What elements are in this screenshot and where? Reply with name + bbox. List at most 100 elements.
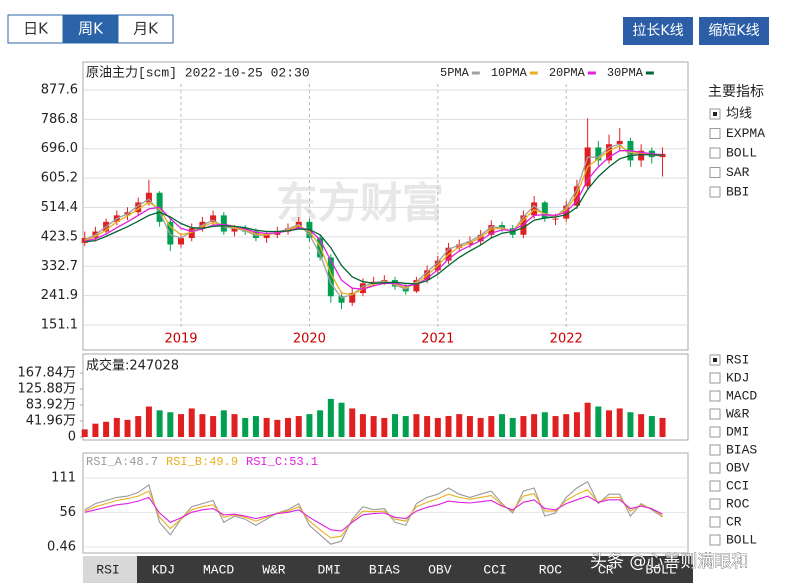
indicator-label[interactable]: OBV (726, 460, 750, 475)
indicator-label[interactable]: MACD (726, 388, 757, 403)
candle-body (659, 153, 666, 158)
bottom-tab-label[interactable]: RSI (96, 562, 119, 577)
volume-bar (338, 402, 345, 437)
bottom-tab-label[interactable]: CR (598, 562, 614, 577)
rsi-line (84, 489, 663, 539)
rsi-legend: RSI_B:49.9 (166, 455, 238, 469)
volume-bar (103, 421, 110, 437)
volume-bar (220, 410, 227, 437)
tab[interactable] (117, 14, 174, 44)
checkbox[interactable] (709, 516, 721, 528)
candle-body (531, 202, 538, 216)
indicator-label[interactable]: W&R (726, 406, 750, 421)
volume-bar (434, 417, 441, 437)
y-tick-label: 423.5 (41, 229, 78, 244)
candle-body (338, 296, 345, 303)
bottom-tab-selected[interactable] (83, 556, 137, 583)
candle-body (573, 186, 580, 206)
indicator-label[interactable]: SAR (726, 165, 750, 180)
y-tick-label: 167.84万 (18, 366, 77, 381)
checkbox[interactable] (709, 462, 721, 474)
indicator-label[interactable]: KDJ (726, 370, 749, 385)
indicator-label[interactable]: EXPMA (726, 126, 765, 141)
rsi-legend: RSI_A:48.7 (86, 455, 158, 469)
volume-bar (402, 416, 409, 437)
bottom-tab-label[interactable]: KDJ (152, 562, 175, 577)
checkbox[interactable] (709, 534, 721, 546)
tab-label[interactable]: 月K (133, 20, 159, 38)
bottom-tab-label[interactable]: CCI (483, 562, 506, 577)
indicator-label[interactable]: RSI (726, 352, 749, 367)
bottom-tab-label[interactable]: BOLL (645, 562, 676, 577)
volume-bar (456, 414, 463, 437)
indicator-label[interactable]: BIAS (726, 442, 757, 457)
indicator-label[interactable]: CCI (726, 478, 749, 493)
checkbox[interactable] (709, 408, 721, 420)
indicator-label[interactable]: CR (726, 514, 742, 529)
checkbox-dot[interactable] (713, 358, 717, 362)
checkbox[interactable] (709, 147, 721, 159)
checkbox[interactable] (709, 498, 721, 510)
bottom-tab-label[interactable]: MACD (203, 562, 234, 577)
indicator-label[interactable]: DMI (726, 424, 749, 439)
volume-bar (659, 417, 666, 437)
checkbox[interactable] (709, 426, 721, 438)
volume-bar (124, 419, 131, 437)
volume-bar (242, 417, 249, 437)
volume-bar (552, 416, 559, 437)
indicator-label[interactable]: 均线 (726, 106, 752, 121)
bottom-tab-label[interactable]: ROC (539, 562, 563, 577)
legend-label: 30PMA (607, 66, 644, 80)
bottom-tab-label[interactable]: DMI (317, 562, 340, 577)
volume-bar (466, 416, 473, 437)
x-tick-label: 2022 (550, 332, 583, 347)
checkbox[interactable] (709, 444, 721, 456)
tab-label[interactable]: 周K (78, 20, 104, 38)
legend-label: 5PMA (440, 66, 470, 80)
bottom-tab-label[interactable]: W&R (262, 562, 286, 577)
tab-label[interactable]: 日K (23, 20, 49, 38)
volume-bar (413, 414, 420, 437)
chart-title: 原油主力[scm] 2022-10-25 02:30 (86, 65, 310, 80)
volume-bar (616, 408, 623, 437)
indicator-label[interactable]: ROC (726, 496, 750, 511)
candle-body (413, 280, 420, 292)
checkbox[interactable] (709, 372, 721, 384)
checkbox[interactable] (709, 128, 721, 139)
indicator-label[interactable]: BBI (726, 184, 749, 199)
checkbox[interactable] (709, 167, 721, 178)
volume-bar (445, 416, 452, 437)
y-tick-label: 241.9 (41, 288, 78, 303)
tab[interactable] (62, 14, 119, 44)
y-tick-label: 125.88万 (18, 382, 77, 397)
tab[interactable] (7, 14, 64, 44)
candle-body (456, 244, 463, 248)
volume-bar (306, 414, 313, 437)
volume-bar (285, 417, 292, 437)
checkbox[interactable] (709, 480, 721, 492)
candle-body (135, 202, 142, 213)
button[interactable] (623, 17, 693, 45)
y-tick-label: 151.1 (41, 318, 78, 333)
candle-body (541, 202, 548, 219)
button-label[interactable]: 缩短K线 (708, 23, 759, 39)
y-tick-label: 332.7 (41, 259, 78, 274)
volume-bar (199, 414, 206, 437)
candle-body (499, 225, 506, 229)
volume-bar (156, 410, 163, 437)
volume-bar (595, 406, 602, 437)
bottom-tab-label[interactable]: OBV (428, 562, 452, 577)
button[interactable] (699, 17, 769, 45)
candle-body (210, 215, 217, 222)
candle-body (638, 150, 645, 161)
y-tick-label: 56 (59, 505, 76, 520)
bottom-tab-label[interactable]: BIAS (369, 562, 400, 577)
checkbox[interactable] (709, 390, 721, 402)
x-tick-label: 2020 (293, 332, 326, 347)
y-tick-label: 696.0 (41, 141, 78, 156)
checkbox[interactable] (709, 186, 721, 198)
indicator-label[interactable]: BOLL (726, 532, 757, 547)
indicator-label[interactable]: BOLL (726, 145, 757, 160)
button-label[interactable]: 拉长K线 (632, 23, 683, 39)
checkbox-dot[interactable] (713, 112, 717, 116)
